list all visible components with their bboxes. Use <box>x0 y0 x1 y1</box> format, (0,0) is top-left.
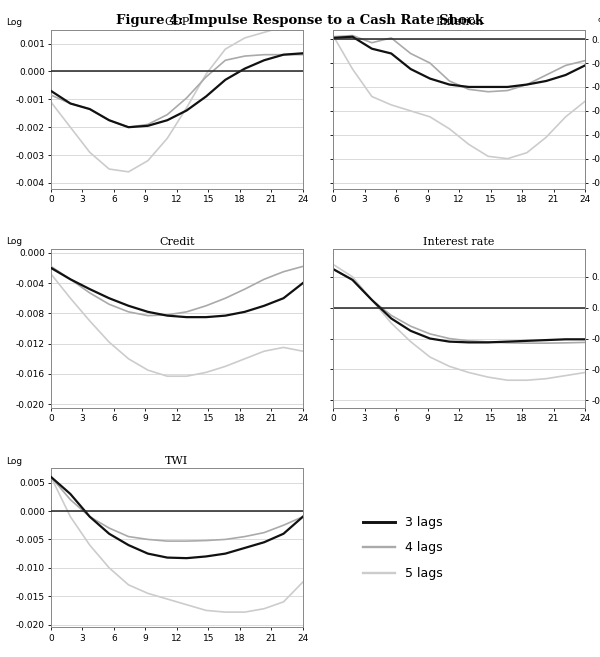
Text: Figure 4: Impulse Response to a Cash Rate Shock: Figure 4: Impulse Response to a Cash Rat… <box>116 14 484 28</box>
Legend: 3 lags, 4 lags, 5 lags: 3 lags, 4 lags, 5 lags <box>358 511 448 585</box>
Title: Interest rate: Interest rate <box>424 237 495 247</box>
Title: Inflation: Inflation <box>435 17 483 28</box>
Title: GDP: GDP <box>164 17 190 28</box>
Text: Log: Log <box>7 457 23 466</box>
Title: Credit: Credit <box>159 237 194 247</box>
Text: Log: Log <box>7 18 23 27</box>
Title: TWI: TWI <box>166 456 188 466</box>
Text: % pts: % pts <box>598 18 600 27</box>
Text: Log: Log <box>7 237 23 246</box>
